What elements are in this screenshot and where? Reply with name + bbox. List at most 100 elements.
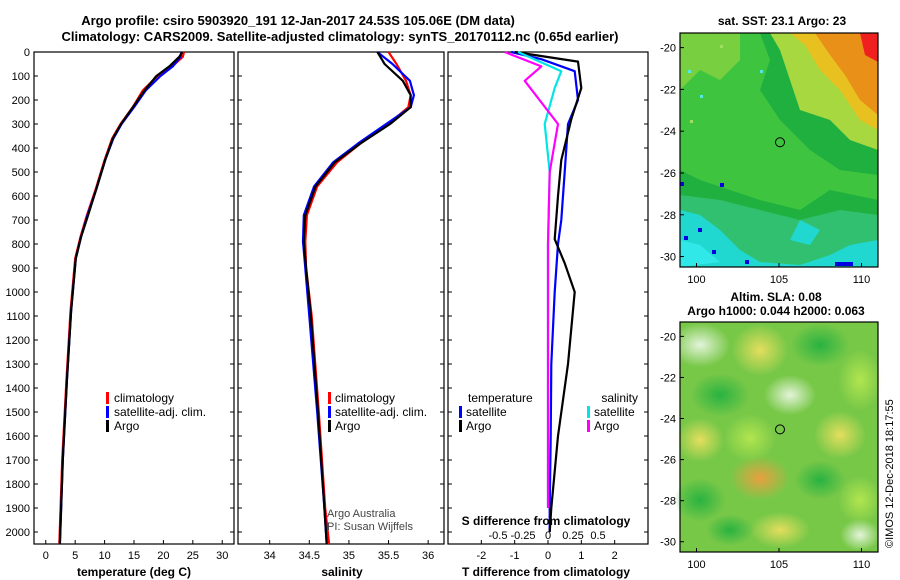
legend-argo: Argo: [335, 419, 361, 433]
legend-argo-swatch: [106, 420, 109, 432]
difference-legend: temperature satellite Argo salinity sate…: [459, 391, 638, 433]
temperature-panel: [33, 51, 235, 545]
sla-map-title-line2: Argo h1000: 0.044 h2000: 0.063: [687, 304, 865, 318]
title-line1: Argo profile: csiro 5903920_191 12-Jan-2…: [81, 13, 515, 28]
map-y-tick-label: -24: [660, 414, 676, 426]
depth-tick-label: 400: [12, 143, 30, 155]
map-y-tick-label: -22: [660, 372, 676, 384]
t-difference-x-axis: -2 -1 0 1 2: [476, 540, 618, 562]
map-y-tick-label: -30: [660, 537, 676, 549]
annotation-pi: PI: Susan Wijffels: [327, 521, 413, 533]
s-tick-label: 0.25: [562, 530, 583, 542]
s-difference-x-axis: -0.5 -0.25 0 0.25 0.5: [489, 530, 606, 542]
map-y-tick-label: -28: [660, 496, 676, 508]
map-y-tick-label: -30: [660, 252, 676, 264]
temperature-x-axis: 0 5 10 15 20 25 30: [43, 540, 228, 562]
depth-tick-label: 1600: [6, 431, 30, 443]
map-x-tick-label: 105: [770, 274, 788, 286]
legend-argo-swatch: [328, 420, 331, 432]
x-tick-label: 2: [612, 550, 618, 562]
map-y-tick-label: -26: [660, 455, 676, 467]
s-tick-label: -0.25: [510, 530, 535, 542]
map-x-tick-label: 100: [687, 274, 705, 286]
salinity-axis-label: salinity: [321, 565, 363, 579]
depth-tick-label: 100: [12, 71, 30, 83]
x-tick-label: 34: [264, 550, 276, 562]
depth-tick-label: 1100: [6, 311, 30, 323]
map-x-tick-label: 110: [853, 274, 871, 286]
t-difference-axis-label: T difference from climatology: [462, 565, 630, 579]
depth-tick-label: 1900: [6, 503, 30, 515]
sla-map-title-line1: Altim. SLA: 0.08: [730, 290, 822, 304]
legend-argo: Argo: [114, 419, 140, 433]
sst-map: [680, 33, 878, 267]
depth-tick-label: 600: [12, 191, 30, 203]
series-line-argo: [302, 51, 412, 545]
legend-t-argo: Argo: [466, 419, 492, 433]
series-line-argo: [58, 51, 184, 545]
map-y-tick-label: -26: [660, 168, 676, 180]
map-x-tick-label: 100: [687, 559, 705, 571]
sla-argo-location-marker: [774, 424, 785, 435]
legend-s-argo: Argo: [594, 419, 620, 433]
sla-map: [670, 322, 882, 552]
x-tick-label: 1: [578, 550, 584, 562]
depth-tick-label: 1800: [6, 479, 30, 491]
temperature-series: [58, 51, 186, 545]
legend-t-satellite: satellite: [466, 405, 507, 419]
series-line-s-argo: [504, 50, 560, 508]
x-tick-label: 20: [157, 550, 169, 562]
temperature-legend: climatology satellite-adj. clim. Argo: [106, 391, 206, 433]
depth-tick-label: 300: [12, 119, 30, 131]
x-tick-label: 0: [43, 550, 49, 562]
temperature-axis-label: temperature (deg C): [77, 565, 191, 579]
x-tick-label: 36: [422, 550, 434, 562]
legend-climatology: climatology: [335, 391, 395, 405]
series-line-t-satellite: [511, 50, 580, 532]
map-y-tick-label: -20: [660, 43, 676, 55]
legend-climatology: climatology: [114, 391, 174, 405]
legend-temperature-heading: temperature: [468, 391, 533, 405]
legend-s-satellite: satellite: [594, 405, 635, 419]
x-tick-label: 25: [187, 550, 199, 562]
depth-tick-label: 700: [12, 215, 30, 227]
legend-t-satellite-swatch: [459, 406, 462, 418]
difference-series: [504, 50, 583, 533]
depth-tick-label: 1300: [6, 359, 30, 371]
salinity-legend: climatology satellite-adj. clim. Argo Ar…: [327, 391, 427, 533]
salinity-panel: [237, 51, 445, 545]
depth-tick-label: 200: [12, 95, 30, 107]
x-tick-label: -2: [476, 550, 486, 562]
depth-tick-label: 0: [24, 47, 30, 59]
legend-satellite: satellite-adj. clim.: [335, 405, 427, 419]
depth-tick-label: 1200: [6, 335, 30, 347]
map-x-tick-label: 105: [770, 559, 788, 571]
x-tick-label: 0: [545, 550, 551, 562]
x-tick-label: 5: [72, 550, 78, 562]
depth-tick-label: 1700: [6, 455, 30, 467]
sla-map-axes: 100 105 110 -20 -22 -24 -26 -28 -30: [660, 331, 870, 571]
legend-t-argo-swatch: [459, 420, 462, 432]
sst-argo-location-marker: [774, 137, 785, 148]
legend-climatology-swatch: [328, 392, 331, 404]
depth-tick-label: 800: [12, 239, 30, 251]
s-tick-label: 0.5: [590, 530, 605, 542]
salinity-x-axis: 34 34.5 35 35.5 36: [264, 540, 434, 562]
x-tick-label: -1: [510, 550, 520, 562]
legend-satellite-swatch: [328, 406, 331, 418]
legend-s-satellite-swatch: [587, 406, 590, 418]
map-x-tick-label: 110: [853, 559, 871, 571]
salinity-series: [301, 51, 415, 545]
depth-axis: 0 100 200 300 400 500 600 700 800 900 1000 1100 1200…: [6, 47, 648, 539]
s-difference-axis-label: S difference from climatology: [462, 514, 631, 528]
map-y-tick-label: -24: [660, 126, 676, 138]
title-line2: Climatology: CARS2009. Satellite-adjuste…: [61, 29, 618, 44]
imos-credit: ©IMOS 12-Dec-2018 18:17:55: [884, 399, 896, 548]
map-y-tick-label: -22: [660, 84, 676, 96]
annotation-argo-australia: Argo Australia: [327, 508, 396, 520]
legend-climatology-swatch: [106, 392, 109, 404]
legend-s-argo-swatch: [587, 420, 590, 432]
s-tick-label: -0.5: [489, 530, 508, 542]
x-tick-label: 34.5: [299, 550, 320, 562]
